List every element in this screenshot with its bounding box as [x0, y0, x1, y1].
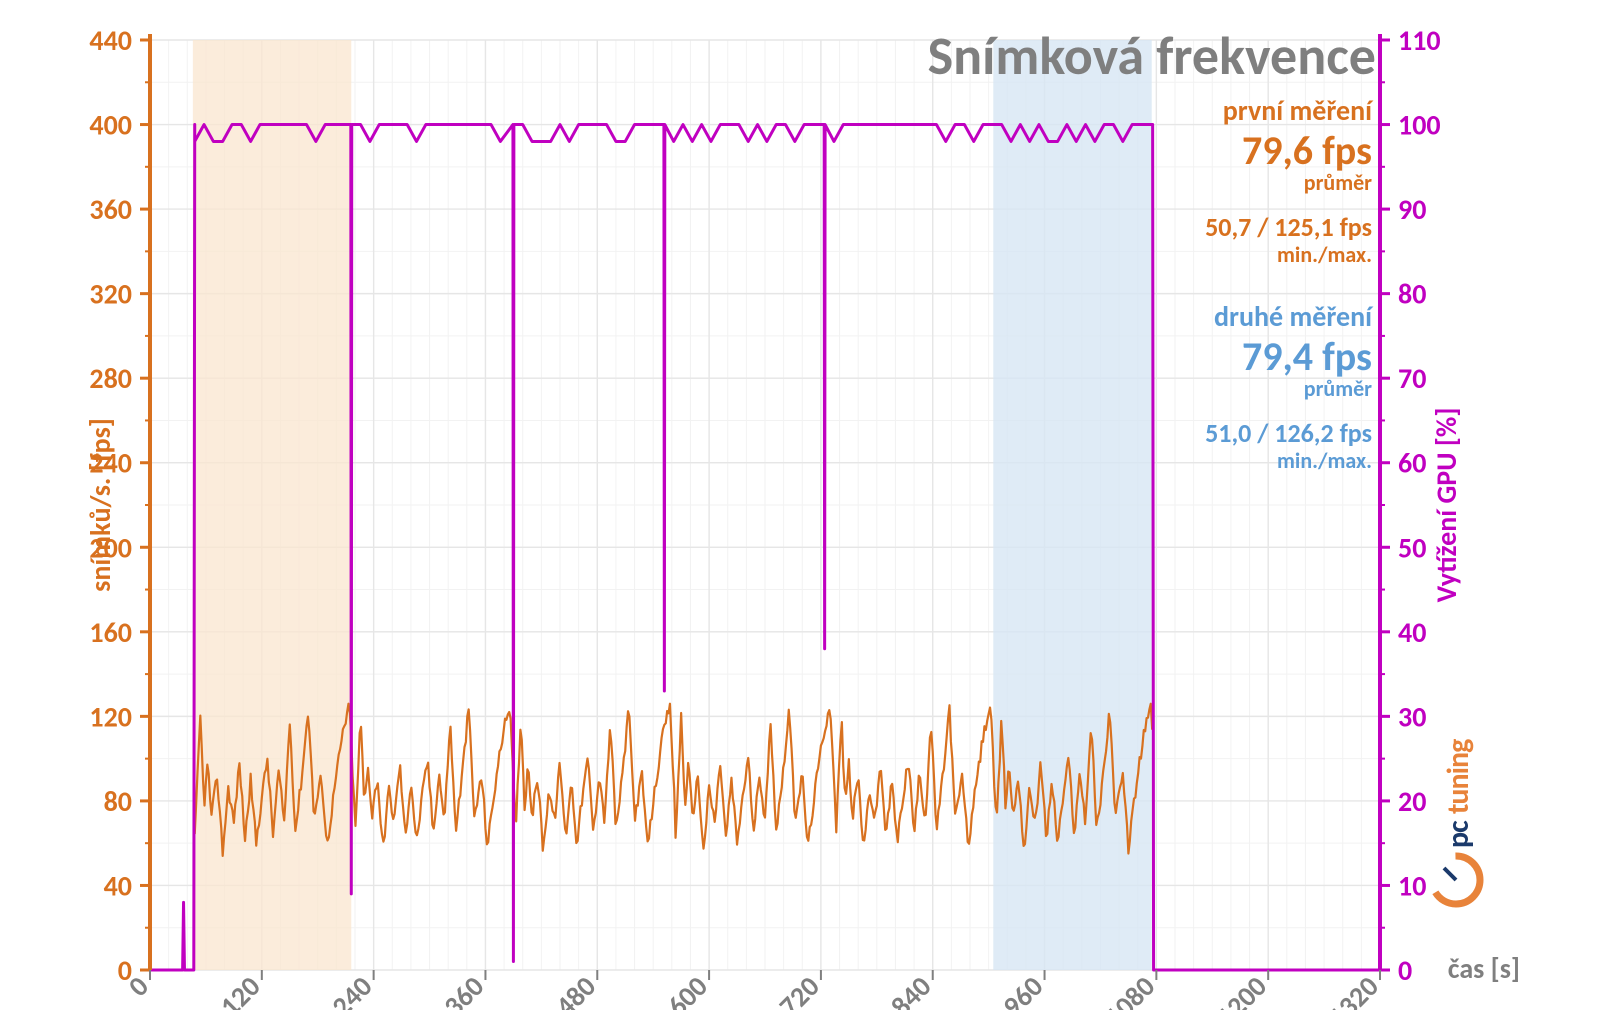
tick-label-right: 100 — [1398, 108, 1441, 143]
legend-m1-avg-sub: průměr — [1304, 169, 1372, 196]
tick-label-bottom: 360 — [436, 969, 491, 1010]
tick-label-right: 30 — [1398, 699, 1426, 734]
tick-label-left: 280 — [89, 361, 132, 396]
tick-label-bottom: 960 — [995, 969, 1050, 1010]
tick-label-bottom: 840 — [884, 969, 939, 1010]
tick-label-left: 320 — [89, 277, 132, 312]
tick-label-bottom: 480 — [548, 969, 603, 1010]
axis-title-x: čas [s] — [1448, 951, 1520, 986]
legend-m2-range: 51,0 / 126,2 fps — [1205, 417, 1372, 449]
tick-label-right: 50 — [1398, 530, 1426, 565]
tick-label-left: 360 — [89, 192, 132, 227]
legend-m2-title: druhé měření — [1214, 299, 1374, 334]
axis-title-left: snímků/s. [fps] — [83, 418, 118, 592]
tick-label-right: 110 — [1398, 23, 1441, 58]
axis-title-right: Vytížení GPU [%] — [1429, 408, 1464, 603]
tick-label-bottom: 1080 — [1097, 969, 1162, 1010]
tick-label-right: 0 — [1398, 953, 1412, 988]
tick-label-right: 80 — [1398, 277, 1426, 312]
logo: pc tuning — [1432, 739, 1480, 904]
legend-m1-title: první měření — [1223, 93, 1374, 128]
tick-label-left: 440 — [89, 23, 132, 58]
svg-text:tuning: tuning — [1440, 739, 1477, 814]
tick-label-bottom: 720 — [772, 969, 827, 1010]
tick-label-left: 160 — [89, 615, 132, 650]
tick-label-right: 60 — [1398, 446, 1426, 481]
tick-label-bottom: 120 — [213, 969, 268, 1010]
tick-label-bottom: 1200 — [1209, 969, 1274, 1010]
legend-m2-avg-sub: průměr — [1304, 375, 1372, 402]
tick-label-bottom: 600 — [660, 969, 715, 1010]
tick-label-left: 80 — [104, 784, 132, 819]
tick-label-right: 20 — [1398, 784, 1426, 819]
svg-text:pc: pc — [1440, 820, 1477, 848]
tick-label-bottom: 1320 — [1321, 969, 1386, 1010]
legend-m2-avg: 79,4 fps — [1242, 332, 1372, 381]
tick-label-right: 90 — [1398, 192, 1426, 227]
legend-m2-range-sub: min./max. — [1277, 447, 1372, 474]
legend-m1-range-sub: min./max. — [1277, 241, 1372, 268]
tick-label-left: 120 — [89, 699, 132, 734]
tick-label-right: 70 — [1398, 361, 1426, 396]
tick-label-right: 10 — [1398, 868, 1426, 903]
tick-label-left: 400 — [89, 108, 132, 143]
tick-label-right: 40 — [1398, 615, 1426, 650]
legend-m1-avg: 79,6 fps — [1242, 126, 1372, 175]
tick-label-bottom: 240 — [324, 969, 379, 1010]
tick-label-left: 40 — [104, 868, 132, 903]
legend-m1-range: 50,7 / 125,1 fps — [1205, 211, 1372, 243]
chart-title: Snímková frekvence — [928, 23, 1376, 89]
